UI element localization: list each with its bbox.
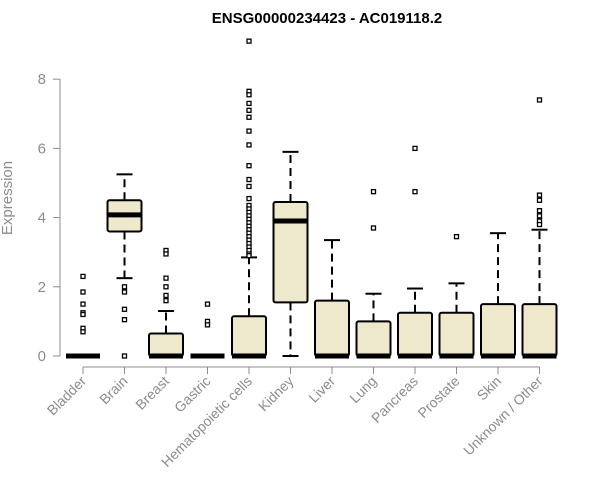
box-group	[66, 273, 100, 359]
outlier-point	[163, 251, 169, 257]
x-tick-label: Brain	[96, 373, 130, 407]
x-tick-label: Liver	[305, 373, 338, 406]
outlier-point	[536, 208, 543, 214]
box-iqr	[314, 299, 350, 358]
y-tick-label: 8	[38, 71, 46, 88]
outlier-point	[121, 306, 128, 312]
box-group	[314, 239, 350, 359]
x-tick-label: Kidney	[255, 373, 297, 415]
outlier-point	[163, 297, 169, 304]
x-tick-label: Skin	[474, 373, 505, 404]
x-tick-label: Bladder	[44, 373, 90, 419]
box-group	[355, 188, 392, 359]
outlier-point	[370, 225, 377, 231]
box-iqr	[438, 311, 475, 357]
box-iqr	[480, 303, 516, 358]
outlier-point	[246, 142, 252, 148]
outlier-point	[246, 183, 252, 190]
y-axis-label: Expression	[0, 161, 16, 235]
box-iqr	[272, 201, 309, 304]
y-tick-label: 2	[38, 279, 46, 296]
x-tick-label: Prostate	[414, 373, 462, 421]
outlier-point	[80, 273, 86, 280]
outlier-point	[163, 292, 169, 299]
outlier-point	[412, 188, 418, 195]
outlier-point	[121, 353, 128, 359]
box-iqr	[355, 320, 392, 357]
box-group	[521, 97, 558, 359]
y-tick-label: 4	[38, 210, 46, 227]
outlier-point	[370, 188, 377, 195]
outlier-point	[204, 301, 211, 307]
outlier-point	[204, 322, 211, 328]
box-iqr	[521, 303, 558, 358]
outlier-point	[536, 192, 543, 198]
box-series	[66, 38, 558, 359]
outlier-point	[246, 92, 252, 98]
outlier-point	[80, 289, 86, 295]
outlier-point	[163, 275, 169, 281]
box-group	[480, 232, 516, 359]
x-tick-label: Lung	[346, 373, 379, 406]
outlier-point	[80, 329, 86, 335]
y-axis: 0 2 4 6 8	[38, 71, 61, 365]
outlier-point	[121, 289, 128, 295]
outlier-point	[536, 97, 543, 103]
outlier-point	[412, 145, 418, 152]
outlier-point	[121, 284, 128, 290]
outlier-point	[121, 317, 128, 323]
box-group	[148, 247, 184, 359]
box-iqr	[231, 315, 267, 357]
outlier-point	[163, 284, 169, 290]
y-tick-label: 6	[38, 140, 46, 157]
box-iqr	[397, 311, 433, 357]
outlier-point	[246, 100, 252, 107]
box-group	[190, 301, 225, 359]
box-iqr	[148, 332, 184, 358]
chart-title: ENSG00000234423 - AC019118.2	[212, 10, 442, 27]
box-group	[106, 173, 143, 359]
outlier-point	[536, 221, 543, 228]
outlier-point	[536, 213, 543, 219]
x-tick-label: Breast	[132, 373, 172, 413]
x-tick-label: Unknown / Other	[460, 373, 546, 459]
outlier-point	[80, 301, 86, 307]
outlier-point	[536, 197, 543, 203]
box-group	[272, 150, 309, 357]
outlier-point	[246, 253, 252, 259]
outlier-point	[246, 107, 252, 113]
outlier-point	[246, 195, 252, 202]
outlier-point	[246, 38, 252, 44]
outlier-point	[246, 176, 252, 183]
outlier-point	[453, 233, 460, 240]
outlier-point	[246, 114, 252, 120]
y-tick-label: 0	[38, 348, 46, 365]
box-group	[231, 38, 267, 359]
box-group	[438, 233, 475, 359]
box-group	[397, 145, 433, 359]
outlier-point	[80, 311, 86, 318]
outlier-point	[246, 163, 252, 169]
outlier-point	[246, 128, 252, 134]
